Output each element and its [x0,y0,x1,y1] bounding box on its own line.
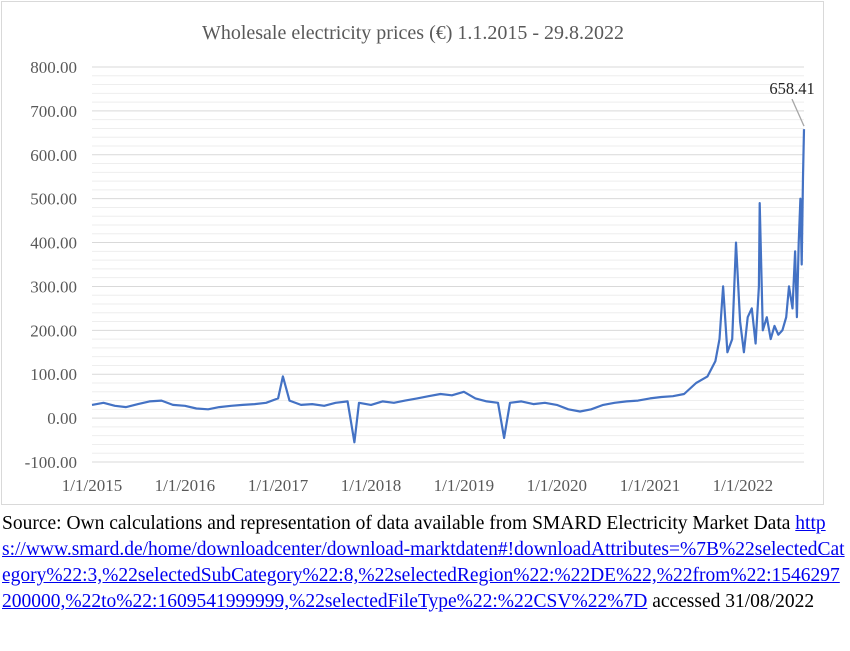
price-series-line [91,129,806,444]
annotation-leader-line [791,98,805,127]
y-tick-label: 600.00 [30,146,77,165]
gridlines [92,66,804,463]
source-caption: Source: Own calculations and representat… [2,511,848,615]
y-tick-label: 200.00 [30,321,77,340]
y-tick-label: -100.00 [25,453,77,472]
x-tick-label: 1/1/2018 [341,476,401,495]
caption-text: Source: Own calculations and representat… [2,513,796,534]
y-tick-label: 500.00 [30,190,77,209]
y-tick-label: 800.00 [30,58,77,77]
x-tick-label: 1/1/2015 [62,476,122,495]
y-tick-label: 100.00 [30,365,77,384]
x-tick-label: 1/1/2016 [155,476,215,495]
y-axis-tick-labels: -100.00 0.00 100.00 200.00 300.00 400.00 500.0… [25,58,77,472]
x-tick-label: 1/1/2021 [620,476,680,495]
source-link[interactable]: https://www.smard.de/home/downloadcenter… [2,513,845,612]
chart-frame: Wholesale electricity prices (€) 1.1.201… [1,1,824,505]
y-tick-label: 0.00 [47,409,77,428]
y-tick-label: 700.00 [30,102,77,121]
x-tick-label: 1/1/2017 [248,476,309,495]
x-tick-label: 1/1/2020 [527,476,587,495]
x-axis-tick-labels: 1/1/2015 1/1/2016 1/1/2017 1/1/2018 1/1/2019… [62,476,773,495]
y-tick-label: 300.00 [30,277,77,296]
x-tick-label: 1/1/2019 [434,476,494,495]
x-tick-label: 1/1/2022 [713,476,773,495]
caption-accessed-text: accessed 31/08/2022 [647,591,815,612]
chart-title: Wholesale electricity prices (€) 1.1.201… [202,22,624,44]
y-tick-label: 400.00 [30,234,77,253]
annotation-label: 658.41 [769,79,814,98]
line-chart: Wholesale electricity prices (€) 1.1.201… [25,22,815,495]
